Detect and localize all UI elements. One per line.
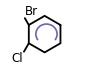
Text: Br: Br: [25, 4, 38, 17]
Text: Cl: Cl: [12, 52, 23, 65]
